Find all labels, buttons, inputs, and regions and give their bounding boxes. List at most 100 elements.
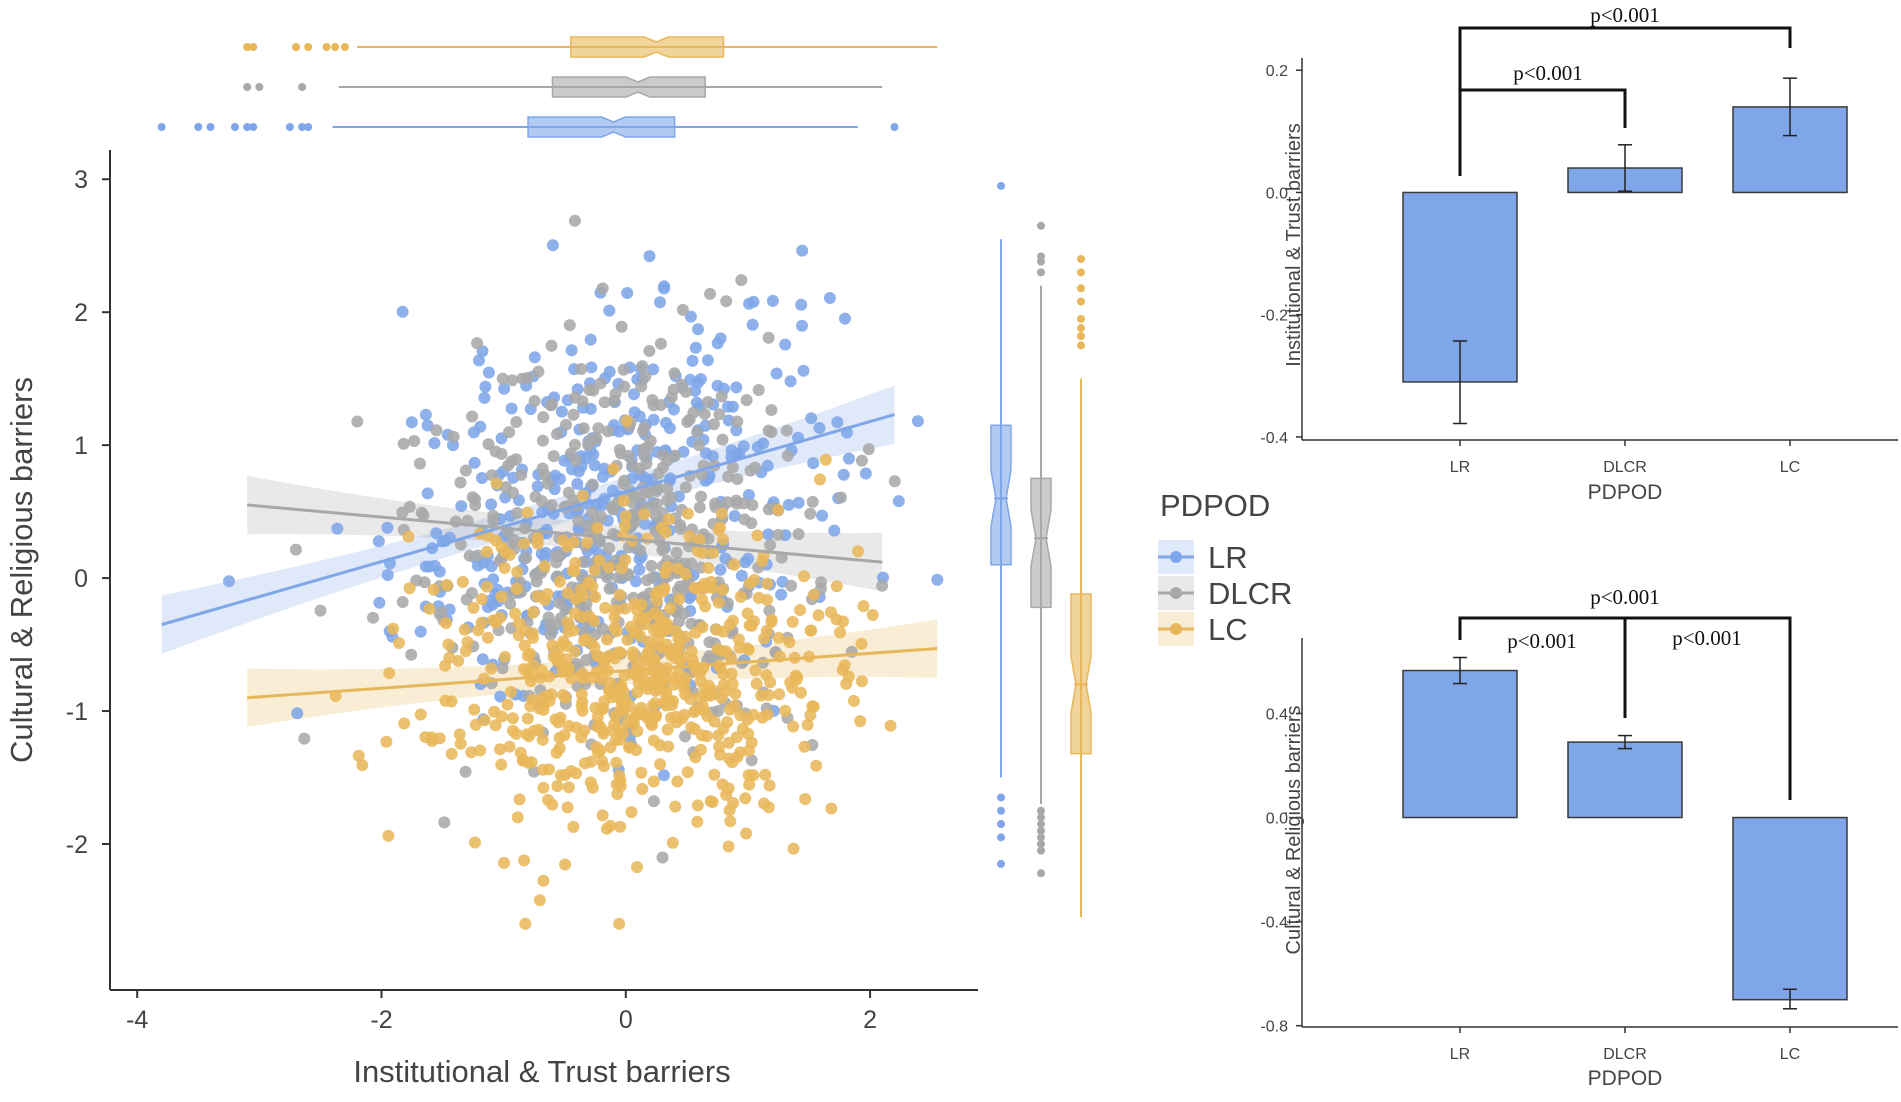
data-point-lc (759, 768, 772, 781)
data-point-lc (712, 729, 725, 742)
regression-line-lc (247, 647, 938, 700)
data-point-lr (711, 337, 724, 350)
error-bars (1453, 656, 1797, 1010)
data-point-dlcr (628, 510, 641, 523)
data-point-lc (701, 710, 714, 723)
data-point-lc (523, 730, 535, 743)
data-point-lc (673, 593, 686, 605)
p-value-label: p<0.001 (1513, 61, 1583, 85)
data-point-lc (842, 670, 855, 683)
data-point-dlcr (703, 650, 716, 663)
data-point-dlcr (413, 457, 426, 470)
data-point-lr (795, 298, 808, 311)
legend-label-lc: LC (1208, 612, 1248, 647)
data-point-dlcr (618, 380, 631, 393)
data-point-lc (559, 858, 572, 871)
data-point-dlcr (396, 596, 409, 608)
data-point-lr (584, 333, 597, 346)
data-point-lr (686, 354, 699, 367)
data-point-lc (475, 616, 488, 629)
significance-bracket: p<0.001 (1458, 3, 1792, 176)
data-point-lc (526, 693, 539, 706)
data-point-lr (831, 416, 844, 429)
outlier (340, 43, 349, 51)
data-point-lc (762, 689, 775, 701)
data-point-lc (506, 712, 519, 725)
data-point-lr (692, 323, 704, 336)
data-point-lc (494, 611, 507, 624)
data-point-lc (654, 739, 667, 752)
legend-key-dlcr-dot (1170, 587, 1182, 599)
data-point-lc (694, 743, 707, 756)
x-tick-label: 2 (863, 1006, 877, 1034)
data-point-lr (807, 457, 820, 470)
outlier (997, 181, 1005, 190)
data-point-lc (557, 534, 570, 547)
data-point-dlcr (746, 499, 759, 511)
data-point-lc (669, 625, 682, 637)
data-point-dlcr (460, 593, 473, 606)
bars (1402, 669, 1848, 1001)
data-point-lc (536, 692, 549, 705)
data-point-dlcr (550, 550, 563, 562)
data-point-lc (481, 631, 494, 644)
data-point-lr (775, 588, 788, 601)
data-point-lr (419, 408, 432, 421)
data-point-lc (761, 593, 773, 606)
outlier (997, 806, 1005, 815)
data-point-lc (531, 531, 544, 544)
data-point-lc (724, 652, 737, 665)
data-point-dlcr (695, 490, 707, 503)
data-point-lc (480, 545, 493, 558)
data-point-lc (762, 801, 775, 814)
data-point-lc (603, 561, 615, 574)
data-point-lc (393, 637, 405, 649)
data-point-dlcr (572, 514, 585, 527)
data-point-dlcr (780, 424, 793, 437)
data-point-dlcr (508, 534, 521, 547)
data-point-dlcr (596, 622, 609, 635)
data-point-lc (711, 643, 724, 656)
legend-label-dlcr: DLCR (1208, 576, 1292, 611)
data-point-lr (540, 546, 552, 559)
data-point-lr (455, 500, 468, 513)
data-point-lc (756, 555, 769, 567)
marginal-y-boxplot-lc (1070, 255, 1092, 918)
data-point-lc (668, 642, 681, 655)
data-point-lc (352, 749, 365, 762)
data-point-lc (562, 781, 575, 794)
outlier (890, 123, 899, 131)
x-tick-label: LC (1780, 459, 1800, 476)
data-point-lc (533, 702, 546, 715)
data-point-lc (625, 806, 638, 819)
data-point-lr (859, 467, 872, 480)
data-point-dlcr (482, 438, 495, 451)
outlier (285, 123, 294, 131)
data-point-lc (513, 617, 525, 630)
data-point-lc (814, 473, 826, 486)
data-point-lc (664, 602, 677, 615)
data-point-dlcr (532, 365, 545, 378)
y-axis-ticks: -2 -1 0 1 2 3 (66, 166, 110, 859)
data-point-dlcr (726, 461, 739, 474)
data-point-dlcr (654, 337, 667, 350)
data-point-lr (782, 498, 795, 511)
data-point-dlcr (639, 370, 652, 383)
data-point-dlcr (638, 449, 651, 462)
data-point-lc (525, 756, 538, 769)
data-point-dlcr (515, 468, 528, 481)
y-tick-label: -0.4 (1260, 915, 1288, 932)
data-point-lc (615, 681, 628, 694)
x-axis-label: PDPOD (1588, 1067, 1663, 1090)
data-point-lr (628, 388, 640, 401)
outlier (1037, 257, 1045, 266)
data-point-lc (772, 504, 785, 517)
data-point-lc (689, 626, 702, 639)
data-point-lc (603, 686, 616, 698)
data-point-dlcr (403, 500, 416, 513)
data-point-lc (398, 717, 411, 730)
data-point-dlcr (594, 377, 607, 390)
data-point-lc (699, 600, 712, 613)
data-point-lc (537, 781, 550, 794)
data-point-lc (733, 641, 746, 654)
